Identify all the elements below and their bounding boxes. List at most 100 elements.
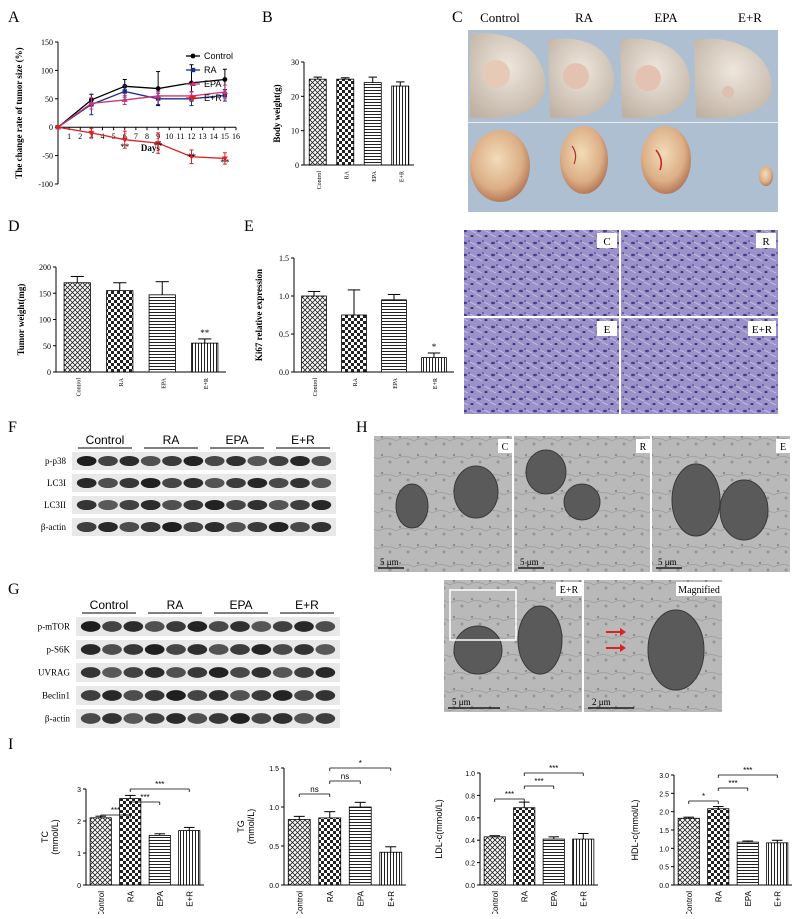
data-point-er (121, 137, 128, 143)
blot-band (76, 477, 97, 489)
significance-mark: *** (140, 793, 149, 802)
y-tick-label: 2.0 (659, 810, 669, 817)
blot-band (268, 477, 289, 489)
bar-control (677, 817, 700, 886)
blot-band (204, 499, 225, 511)
bar-epa (542, 838, 565, 886)
category-label: EPA (744, 890, 753, 906)
bar-control (483, 836, 506, 886)
blot-band (251, 713, 272, 724)
photo-label-epa: EPA (654, 10, 678, 25)
blot-band (144, 713, 165, 724)
blot-row-label: LC3II (44, 500, 66, 510)
bar-ra (318, 817, 342, 886)
series-line-epa (57, 91, 225, 128)
tem-scale-er: 5 μm (452, 697, 471, 707)
blot-band (294, 667, 314, 678)
ldl-bar-chart: 0.0 0.2 0.4 0.6 0.8 1.0 LDL-c(mmol/L) Control RA… (434, 764, 598, 917)
blot-band (119, 499, 140, 511)
blot-band (144, 644, 165, 655)
legend-label: Control (204, 51, 233, 61)
bar-er (572, 838, 595, 886)
category-label: Control (491, 891, 500, 914)
significance-mark: *** (111, 806, 120, 815)
blot-band (251, 667, 272, 678)
blot-band (311, 455, 332, 467)
category-label: Control (97, 891, 106, 914)
y-tick-label: 1.5 (659, 828, 669, 835)
category-label: EPA (372, 170, 378, 181)
blot-row-label: p-mTOR (38, 622, 70, 632)
significance-mark: *** (728, 779, 737, 788)
significance-mark: ** (220, 157, 230, 167)
tem-label-c: C (502, 442, 509, 453)
significance-mark: ns (310, 785, 318, 794)
blot-band (208, 713, 229, 724)
tem-scale-c: 5 μm (380, 557, 399, 567)
category-label: E+R (399, 171, 405, 182)
bar-ra (106, 290, 134, 373)
blot-row-label: β-actin (45, 714, 71, 724)
x-tick-label: 8 (145, 132, 149, 141)
blot-band (144, 690, 165, 701)
bar-ra (707, 808, 730, 886)
y-tick-label: 0.5 (269, 844, 279, 851)
blot-band (226, 455, 246, 467)
mouse-photo-row (470, 33, 772, 119)
blot-band (183, 521, 204, 533)
tg-bar-chart: 0.0 0.5 1.0 1.5 TG (mmol/L) Control RA EPA E+R ns n… (236, 759, 406, 917)
y-tick-label: 150 (41, 38, 53, 47)
blot-row-label: LC3I (47, 478, 66, 488)
data-point-er (55, 125, 61, 131)
blot-strip (72, 474, 336, 492)
category-label: E+R (185, 891, 194, 907)
bar-er (191, 342, 219, 373)
body-weight-bar-chart: 0 10 20 30 Body weight(g) Control RA EPA E+R (272, 58, 414, 189)
blot-band (311, 521, 332, 533)
blot-band (208, 621, 229, 632)
x-tick-label: 4 (101, 132, 105, 141)
y-tick-label: 2.5 (659, 791, 669, 798)
y-tick-label: -50 (42, 152, 53, 161)
blot-band (315, 690, 336, 701)
blot-band (162, 499, 182, 511)
y-tick-label: 0.0 (269, 883, 279, 890)
blot-band (294, 713, 314, 724)
hdl-bar-chart: 0.0 0.5 1.0 1.5 2.0 2.5 3.0 HDL-c(mmol/L) Contro… (630, 766, 792, 917)
blot-band (166, 667, 186, 678)
blot-band (80, 621, 101, 632)
blot-band (204, 477, 225, 489)
blot-band (294, 644, 314, 655)
x-tick-label: 5 (112, 132, 116, 141)
photo-label-ra: RA (575, 10, 594, 25)
histology-label-r: R (762, 236, 770, 248)
y-tick-label: 3.0 (659, 773, 669, 780)
y-axis-label: LDL-c(mmol/L) (434, 799, 444, 859)
blot-band (230, 667, 250, 678)
histology-label-er: E+R (752, 324, 773, 336)
y-axis-label: Ki67 relative expression (254, 269, 264, 361)
blot-band (80, 713, 101, 724)
western-blot-g: Control RA EPA E+R p-mTOR p-S6K UVRAG Beclin1 β-… (38, 598, 340, 728)
y-tick-label: 0 (47, 368, 51, 377)
blot-band (144, 621, 165, 632)
x-tick-label: 2 (78, 132, 82, 141)
y-tick-label: 0.6 (465, 816, 475, 823)
data-point-epa (121, 96, 128, 102)
legend-marker (190, 96, 196, 101)
x-tick-label: 11 (177, 132, 185, 141)
significance-mark: * (359, 759, 362, 768)
data-point-control (155, 86, 161, 91)
y-tick-label: 0.0 (279, 368, 289, 377)
category-label: RA (344, 170, 350, 179)
blot-band (119, 477, 140, 489)
category-label: Control (317, 171, 323, 190)
blot-band (166, 690, 186, 701)
blot-strip (76, 663, 340, 682)
blot-band (247, 521, 268, 533)
data-point-er (155, 141, 162, 147)
blot-band (315, 713, 336, 724)
series-line-er (57, 126, 225, 160)
x-tick-label: 7 (134, 132, 138, 141)
y-axis-label: (mmol/L) (50, 819, 60, 855)
